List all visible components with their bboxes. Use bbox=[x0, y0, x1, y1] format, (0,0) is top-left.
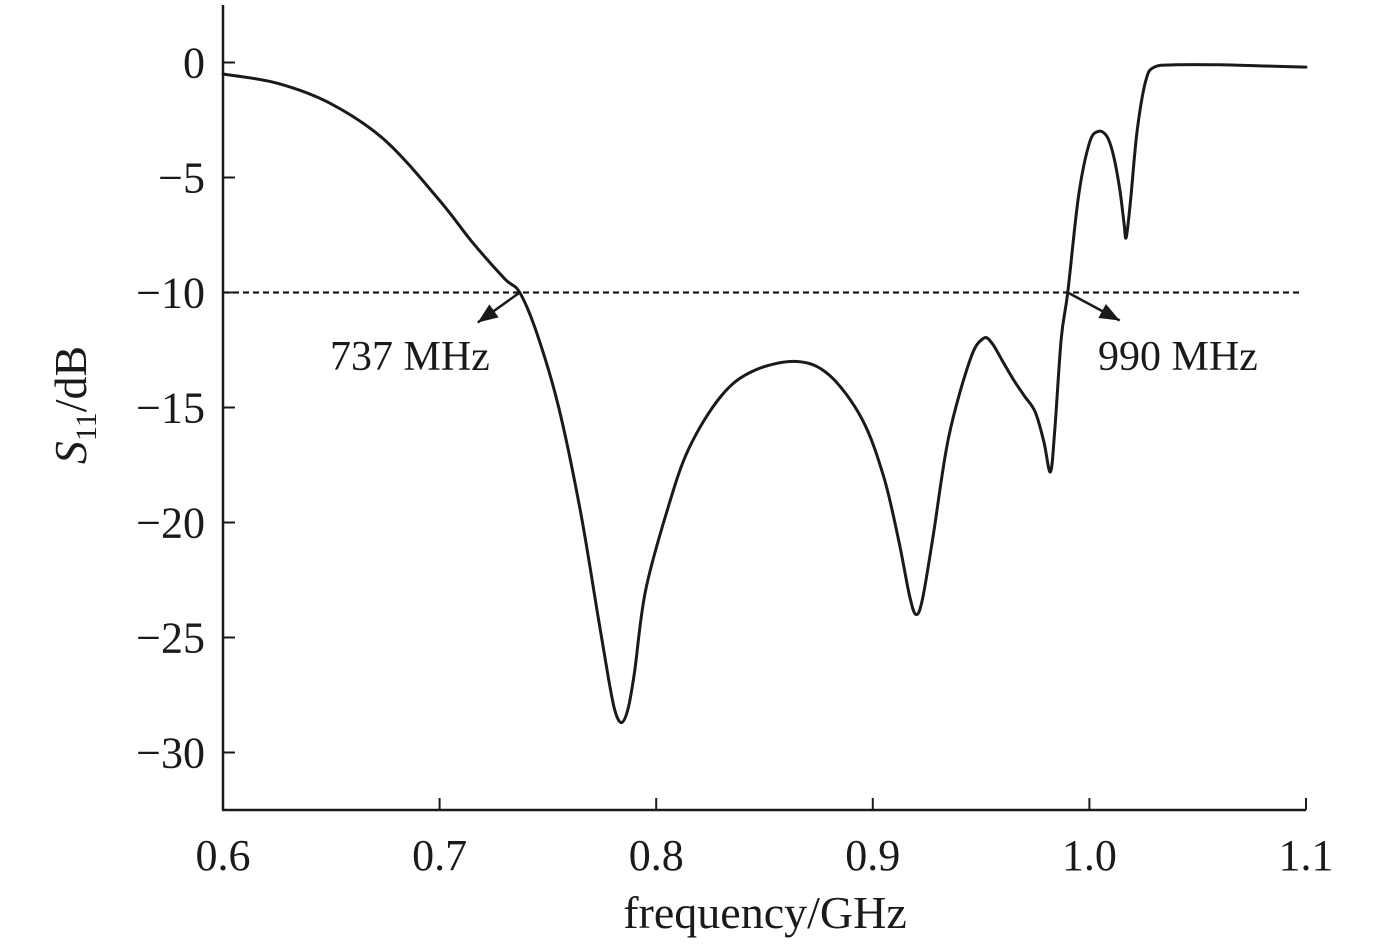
x-tick-label: 0.9 bbox=[845, 831, 900, 880]
y-axis-title-rest: /dB bbox=[45, 346, 96, 412]
arrow-737 bbox=[477, 291, 521, 324]
y-axis-title-sub: 11 bbox=[70, 412, 103, 441]
x-tick-label: 0.8 bbox=[629, 831, 684, 880]
y-tick-label: −15 bbox=[136, 384, 205, 433]
y-tick-label: −5 bbox=[158, 154, 205, 203]
annotation-737-label: 737 MHz bbox=[330, 334, 490, 380]
annotation-990-label: 990 MHz bbox=[1098, 334, 1258, 380]
x-tick-label: 0.6 bbox=[196, 831, 251, 880]
y-tick-label: −10 bbox=[136, 269, 205, 318]
y-tick-label: −30 bbox=[136, 729, 205, 778]
series-layer bbox=[221, 63, 1308, 725]
y-axis-title-main: S bbox=[45, 441, 96, 464]
y-tick-label: −20 bbox=[136, 499, 205, 548]
y-axis-title: S11/dB bbox=[45, 346, 103, 464]
y-tick-label: 0 bbox=[183, 39, 205, 88]
tick-label-layer: 0.6 0.7 0.8 0.9 1.0 1.1 0 −5 −10 −15 −20 −25 −30 bbox=[136, 39, 1333, 881]
annotation-layer: 737 MHz 990 MHz bbox=[330, 291, 1258, 380]
x-tick-label: 1.1 bbox=[1279, 831, 1334, 880]
x-tick-label: 0.7 bbox=[412, 831, 467, 880]
y-tick-label: −25 bbox=[136, 614, 205, 663]
x-axis-title: frequency/GHz bbox=[623, 887, 907, 938]
axes bbox=[221, 5, 1307, 812]
x-tick-label: 1.0 bbox=[1062, 831, 1117, 880]
arrow-990 bbox=[1067, 291, 1121, 322]
s11-series-line bbox=[221, 63, 1308, 725]
arrow-990-head bbox=[1098, 303, 1120, 321]
arrow-737-head bbox=[477, 304, 499, 323]
